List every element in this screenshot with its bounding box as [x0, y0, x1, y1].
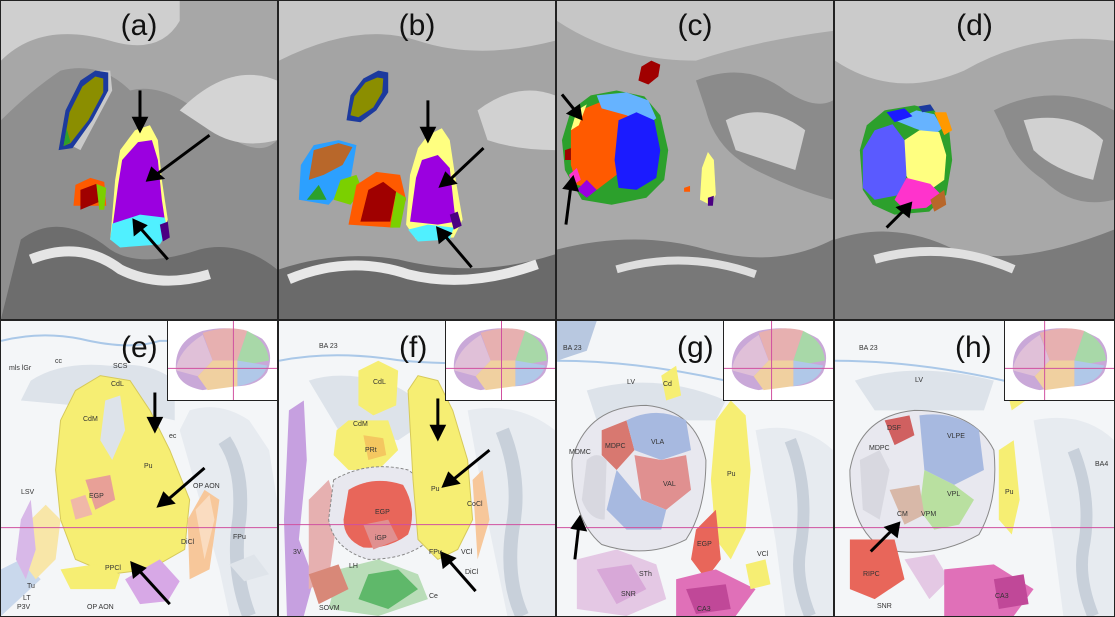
atlas-label-pu-f: Pu — [431, 486, 440, 493]
atlas-panel-h: BA 23 LV Cd DSF MDPC VLPE VPL CM VPM Pu … — [834, 320, 1115, 617]
atlas-label-ca3-h: CA3 — [995, 593, 1009, 600]
atlas-label-fpu: PPCl — [105, 565, 121, 572]
atlas-drawing-e — [1, 321, 277, 616]
panel-label-d: (d) — [956, 9, 993, 42]
atlas-label-egp: EGP — [89, 493, 104, 500]
atlas-label-cm-h: CM — [897, 511, 908, 518]
atlas-label-vpl-h: VPL — [947, 491, 961, 498]
atlas-label-ba23-h: BA 23 — [859, 345, 878, 352]
mri-panel-d: (d) — [834, 0, 1115, 320]
atlas-label-p3v: P3V — [17, 604, 31, 611]
atlas-label-opaon: OP AON — [87, 604, 114, 611]
brain-inset-h — [1004, 321, 1114, 401]
brain-inset-g — [723, 321, 833, 401]
atlas-panel-f: BA 23 CdL CdM PRt Pu EGP iGP FPu CoCl VC… — [278, 320, 556, 617]
atlas-label-lt: LT — [23, 595, 31, 602]
atlas-label-fpu-f: FPu — [429, 549, 442, 556]
atlas-label-cdm-f: CdM — [353, 421, 368, 428]
atlas-label-pu-g: Pu — [727, 471, 736, 478]
atlas-drawing-h — [835, 321, 1114, 616]
mri-panel-c: (c) — [556, 0, 834, 320]
atlas-label-sovm-f: SOVM — [319, 605, 340, 612]
atlas-label-cdl-f: CdL — [373, 379, 386, 386]
brain-lateral-view-e — [168, 321, 277, 400]
atlas-label-tu: Tu — [27, 583, 35, 590]
atlas-panel-e: CdL CdM Pu EGP SCS cc mls lGr ec OP AON … — [0, 320, 278, 617]
atlas-label-lv-g: LV — [627, 379, 636, 386]
atlas-label-cdl: CdL — [111, 381, 124, 388]
atlas-label-egp-g: EGP — [697, 541, 712, 548]
atlas-label-vcl-g: VCl — [757, 551, 769, 558]
atlas-label-vcl: DiCl — [181, 539, 195, 546]
atlas-label-lv-h: LV — [915, 377, 924, 384]
panel-label-b: (b) — [398, 9, 436, 42]
atlas-label-pu: Pu — [144, 463, 153, 470]
brain-lateral-view-f — [446, 321, 555, 400]
atlas-label-3v-f: 3V — [293, 549, 302, 556]
mri-panel-a: (a) — [0, 0, 278, 320]
atlas-label-mls: mls lGr — [9, 365, 32, 372]
atlas-label-mdpc-h: MDPC — [869, 445, 890, 452]
atlas-label-snr-h: SNR — [877, 603, 892, 610]
atlas-label-igp-f: iGP — [375, 535, 387, 542]
panel-label-f: (f) — [399, 331, 428, 364]
mri-slice-c — [557, 1, 833, 319]
panel-label-g: (g) — [677, 331, 714, 364]
atlas-label-ce-f: Ce — [429, 593, 438, 600]
atlas-label-vlpe-h: VLPE — [947, 433, 965, 440]
atlas-label-mdmc-g: MDMC — [569, 449, 591, 456]
atlas-label-mdpc-g: MDPC — [605, 443, 626, 450]
atlas-label-ba23-f: BA 23 — [319, 343, 338, 350]
atlas-label-val-g: VAL — [663, 481, 676, 488]
atlas-label-dsf-h: DSF — [887, 425, 901, 432]
atlas-label-vpm-h: VPM — [921, 511, 937, 518]
atlas-label-scs: SCS — [113, 363, 128, 370]
atlas-label-cd-g: Cd — [663, 381, 672, 388]
red-blob-c — [638, 60, 661, 85]
atlas-label-ba23-g: BA 23 — [563, 345, 582, 352]
atlas-label-dicl-f: DiCl — [465, 569, 479, 576]
atlas-label-cocl-f: CoCl — [467, 501, 483, 508]
brain-lateral-view-g — [724, 321, 833, 400]
atlas-label-cc: cc — [55, 358, 62, 365]
atlas-label-egp-f: EGP — [375, 509, 390, 516]
mri-panel-b: (b) — [278, 0, 556, 320]
brain-inset-f — [445, 321, 555, 401]
mri-slice-d — [835, 1, 1114, 319]
atlas-drawing-f — [279, 321, 555, 616]
atlas-label-ca3-g: CA3 — [697, 606, 711, 613]
panel-label-a: (a) — [120, 9, 158, 42]
atlas-label-pu-h: Pu — [1005, 489, 1014, 496]
panel-label-e: (e) — [121, 331, 158, 364]
mri-slice-a — [1, 1, 277, 319]
atlas-label-ba4-h: BA4 — [1095, 461, 1109, 468]
atlas-label-vla-g: VLA — [651, 439, 665, 446]
atlas-label-sth-g: STh — [639, 571, 652, 578]
atlas-label-prt-f: PRt — [365, 447, 377, 454]
atlas-panel-g: BA 23 LV Cd MDPC VLA VAL MDMC Pu EGP STh… — [556, 320, 834, 617]
panel-label-c: (c) — [677, 9, 713, 42]
panel-label-h: (h) — [955, 331, 992, 364]
atlas-label-lsv: LSV — [21, 489, 35, 496]
brain-lateral-view-h — [1005, 321, 1114, 400]
atlas-label-ec: ec — [169, 433, 177, 440]
atlas-label-lh-f: LH — [349, 563, 358, 570]
atlas-label-ripc-h: RIPC — [863, 571, 880, 578]
mri-slice-b — [279, 1, 555, 319]
atlas-label-snr-g: SNR — [621, 591, 636, 598]
atlas-label-opg: FPu — [233, 534, 246, 541]
atlas-label-cocl: OP AON — [193, 483, 220, 490]
atlas-label-cdm: CdM — [83, 416, 98, 423]
brain-inset-e — [167, 321, 277, 401]
atlas-label-vcl-f: VCl — [461, 549, 473, 556]
atlas-drawing-g — [557, 321, 833, 616]
